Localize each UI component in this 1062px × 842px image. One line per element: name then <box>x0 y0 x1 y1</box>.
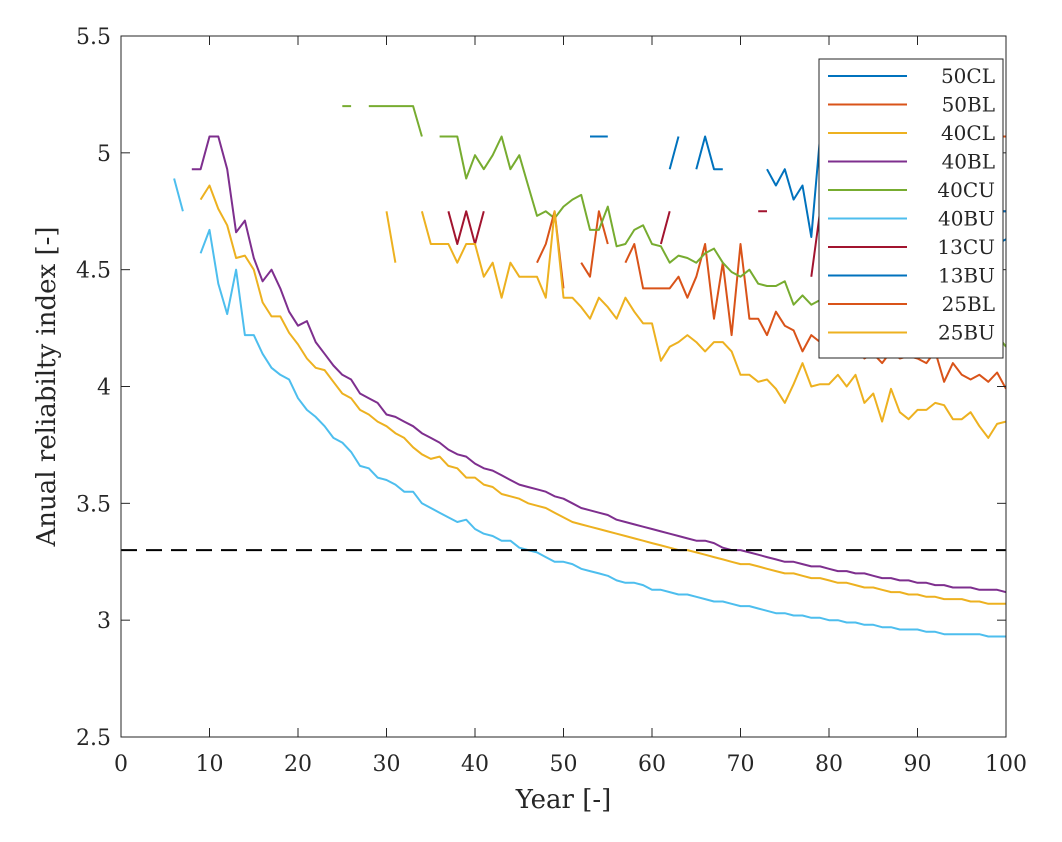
series-layer <box>173 105 1006 638</box>
y-tick-label: 5 <box>97 142 111 167</box>
series-line-40BU <box>173 178 1006 638</box>
x-tick-label: 90 <box>904 752 932 777</box>
series-line-13CU <box>447 210 1006 277</box>
legend-label-50BL: 50BL <box>942 93 995 117</box>
series-line-40CL <box>199 184 1006 605</box>
y-tick-label: 3 <box>97 609 111 634</box>
x-tick-label: 100 <box>985 752 1027 777</box>
x-tick-label: 30 <box>373 752 401 777</box>
y-tick-label: 4 <box>97 376 111 401</box>
legend-label-40BL: 40BL <box>942 150 995 174</box>
axis-ticks: 0 10 20 30 40 50 60 70 80 90 100 2.5 3 3.5 4 4.5 5 5.5 <box>76 25 1027 777</box>
series-line-50CL <box>590 135 1006 245</box>
y-tick-label: 2.5 <box>76 726 111 751</box>
legend-label-40CL: 40CL <box>941 121 995 145</box>
legend-label-40CU: 40CU <box>937 178 995 202</box>
legend-label-25BU: 25BU <box>938 321 995 345</box>
series-line-25BU <box>385 210 1006 439</box>
x-tick-label: 20 <box>284 752 312 777</box>
legend: 50CL 50BL 40CL 40BL 40CU 40BU 13CU 13BU 25BL 25BU <box>818 58 1004 359</box>
legend-box <box>818 58 1004 359</box>
y-tick-label: 3.5 <box>76 492 111 517</box>
y-tick-label: 5.5 <box>76 25 111 50</box>
x-tick-label: 10 <box>196 752 224 777</box>
x-tick-label: 70 <box>727 752 755 777</box>
x-tick-label: 40 <box>461 752 489 777</box>
x-tick-label: 50 <box>550 752 578 777</box>
series-line-40BL <box>191 135 1006 594</box>
x-axis-title: Year [-] <box>515 785 612 815</box>
legend-label-50CL: 50CL <box>941 64 995 88</box>
y-axis-title: Anual reliabilty index [-] <box>32 226 62 547</box>
x-tick-label: 80 <box>815 752 843 777</box>
x-tick-label: 0 <box>114 752 128 777</box>
legend-label-13BU: 13BU <box>938 264 995 288</box>
x-tick-label: 60 <box>638 752 666 777</box>
legend-label-25BL: 25BL <box>942 292 995 316</box>
y-tick-label: 4.5 <box>76 259 111 284</box>
legend-label-13CU: 13CU <box>937 235 995 259</box>
legend-label-40BU: 40BU <box>938 207 995 231</box>
